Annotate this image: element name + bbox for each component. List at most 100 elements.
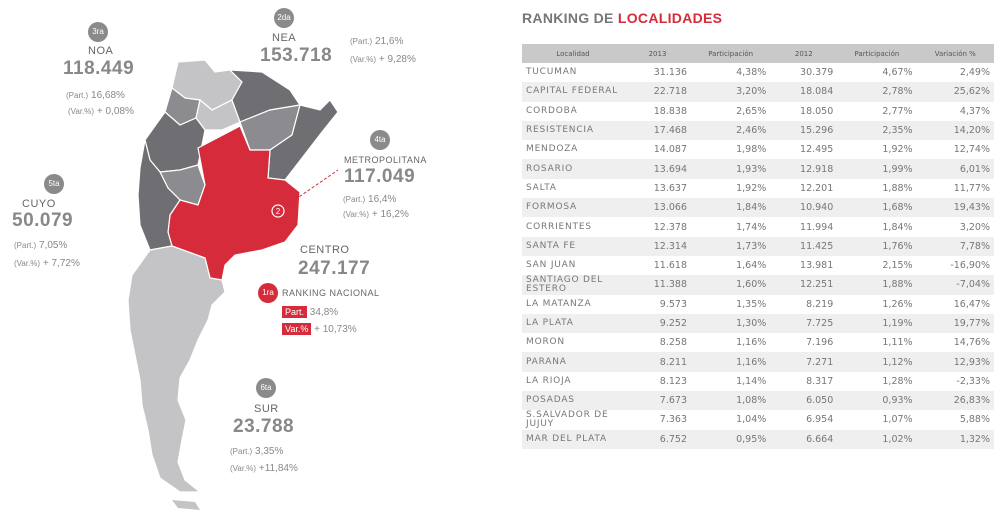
cell-localidad: MAR DEL PLATA: [522, 429, 624, 449]
metropolitana-marker-label: 2: [276, 207, 281, 216]
cell-2012: 12.495: [800, 144, 834, 156]
cell-2012: 8.219: [806, 298, 834, 310]
cell-2013: 9.573: [659, 298, 687, 310]
cell-localidad: CORDOBA: [526, 105, 578, 116]
cell-localidad: CORRIENTES: [526, 221, 592, 232]
table-row: S.SALVADOR DE JUJUY 7.363 1,04% 6.954 1,07% 5…: [522, 410, 994, 429]
cell-variacion: 6,01%: [916, 159, 994, 179]
cell-part-2012: 1,88%: [837, 275, 917, 295]
badge-centro-rank: 1ra: [258, 283, 278, 303]
ranking-header-row: Localidad 2013 Participación 2012 Partic…: [522, 44, 994, 63]
table-row: SANTA FE 12.314 1,73% 11.425 1,76% 7,78%: [522, 236, 994, 256]
cell-2013: 7.363: [659, 414, 687, 426]
cell-part-2012: 1,28%: [882, 375, 913, 387]
cell-2012: 10.940: [770, 198, 838, 218]
cell-2013: 12.314: [624, 236, 691, 256]
cell-part-2012: 2,35%: [837, 120, 917, 141]
cell-2013: 14.087: [653, 144, 687, 156]
region-centro-part: Part. 34,8%: [282, 306, 338, 318]
cell-localidad: ROSARIO: [522, 159, 624, 179]
table-row: SANTIAGO DEL ESTERO 11.388 1,60% 12.251 1,88…: [522, 275, 994, 295]
cell-2013: 22.718: [624, 82, 691, 102]
table-row: CORRIENTES 12.378 1,74% 11.994 1,84% 3,20%: [522, 217, 994, 236]
table-row: MENDOZA 14.087 1,98% 12.495 1,92% 12,74%: [522, 140, 994, 159]
region-centro-var: Var.% + 10,73%: [282, 323, 357, 335]
cell-part-2012: 1,92%: [882, 144, 913, 156]
table-row: CORDOBA 18.838 2,65% 18.050 2,77% 4,37%: [522, 102, 994, 121]
cell-localidad: RESISTENCIA: [522, 120, 624, 141]
header-variacion: Variación %: [916, 44, 994, 63]
badge-metropolitana-rank: 4ta: [370, 130, 390, 150]
cell-2012: 6.664: [770, 429, 838, 449]
table-row: SALTA 13.637 1,92% 12.201 1,88% 11,77%: [522, 179, 994, 198]
region-noa-name: NOA: [88, 45, 114, 57]
cell-variacion: 16,47%: [953, 298, 990, 310]
cell-part-2013: 1,84%: [691, 198, 771, 218]
table-row: FORMOSA 13.066 1,84% 10.940 1,68% 19,43%: [522, 198, 994, 218]
cell-part-2012: 1,11%: [882, 337, 913, 349]
cell-2013: 8.258: [659, 337, 687, 349]
cell-2013: 12.378: [653, 221, 687, 233]
cell-2012: 11.425: [770, 236, 838, 256]
region-noa-value: 118.449: [63, 58, 135, 79]
region-cuyo-var: (Var.%) + 7,72%: [14, 258, 80, 269]
map-region-sur-tierra-del-fuego: [172, 500, 200, 510]
region-metropolitana-value: 117.049: [344, 166, 416, 187]
region-centro-value: 247.177: [298, 258, 371, 279]
cell-2012: 12.251: [770, 275, 838, 295]
cell-part-2013: 4,38%: [736, 67, 767, 79]
cell-part-2013: 1,93%: [691, 159, 771, 179]
region-centro-name: CENTRO: [300, 244, 350, 256]
cell-part-2013: 1,73%: [691, 236, 771, 256]
cell-variacion: 19,43%: [916, 198, 994, 218]
cell-part-2013: 1,08%: [691, 391, 771, 411]
cell-2013: 17.468: [624, 120, 691, 141]
cell-part-2012: 2,77%: [882, 105, 913, 117]
cell-part-2012: 1,68%: [837, 198, 917, 218]
cell-localidad: SALTA: [526, 182, 557, 193]
cell-2013: 9.252: [624, 313, 691, 334]
cell-part-2013: 2,46%: [691, 120, 771, 141]
cell-part-2012: 2,15%: [882, 260, 913, 272]
cell-part-2012: 4,67%: [882, 67, 913, 79]
cell-localidad: FORMOSA: [522, 198, 624, 218]
cell-part-2013: 1,35%: [736, 298, 767, 310]
region-cuyo-name: CUYO: [22, 198, 56, 210]
cell-2012: 11.994: [800, 221, 834, 233]
table-row: POSADAS 7.673 1,08% 6.050 0,93% 26,83%: [522, 391, 994, 411]
cell-part-2013: 1,14%: [736, 375, 767, 387]
table-row: CAPITAL FEDERAL 22.718 3,20% 18.084 2,78% 25,…: [522, 82, 994, 102]
cell-variacion: 3,20%: [959, 221, 990, 233]
map-region-noa-catamarca: [144, 111, 206, 173]
cell-2013: 8.211: [624, 352, 691, 372]
cell-2013: 7.673: [624, 391, 691, 411]
cell-part-2012: 1,07%: [882, 414, 913, 426]
badge-noa-rank: 3ra: [88, 22, 108, 42]
cell-localidad: LA RIOJA: [526, 375, 572, 386]
region-centro-subtitle: RANKING NACIONAL: [282, 288, 380, 298]
cell-2012: 18.084: [770, 82, 838, 102]
metropolitana-leader-line: [282, 169, 339, 209]
metropolitana-marker: [271, 204, 285, 218]
map-region-cuyo: [137, 139, 181, 251]
cell-part-2012: 1,84%: [882, 221, 913, 233]
cell-part-2013: 1,92%: [736, 182, 767, 194]
header-2013: 2013: [624, 44, 691, 63]
ranking-table: Localidad 2013 Participación 2012 Partic…: [522, 44, 994, 449]
cell-variacion: 12,93%: [916, 352, 994, 372]
cell-part-2012: 1,02%: [837, 429, 917, 449]
cell-2012: 7.271: [770, 352, 838, 372]
cell-localidad: LA PLATA: [522, 313, 624, 334]
ranking-title: RANKING DE LOCALIDADES: [522, 10, 723, 26]
cell-part-2013: 1,16%: [736, 337, 767, 349]
cell-part-2012: 2,78%: [837, 82, 917, 102]
region-nea-var: (Var.%) + 9,28%: [350, 54, 416, 65]
table-row: SAN JUAN 11.618 1,64% 13.981 2,15% -16,90%: [522, 256, 994, 275]
cell-2012: 7.725: [770, 313, 838, 334]
cell-variacion: 19,77%: [916, 313, 994, 334]
cell-localidad: TUCUMAN: [526, 67, 578, 78]
cell-variacion: -7,04%: [916, 275, 994, 295]
header-participacion-2012: Participación: [837, 44, 917, 63]
cell-localidad: PARANA: [522, 352, 624, 372]
region-nea-part: (Part.) 21,6%: [350, 36, 404, 47]
